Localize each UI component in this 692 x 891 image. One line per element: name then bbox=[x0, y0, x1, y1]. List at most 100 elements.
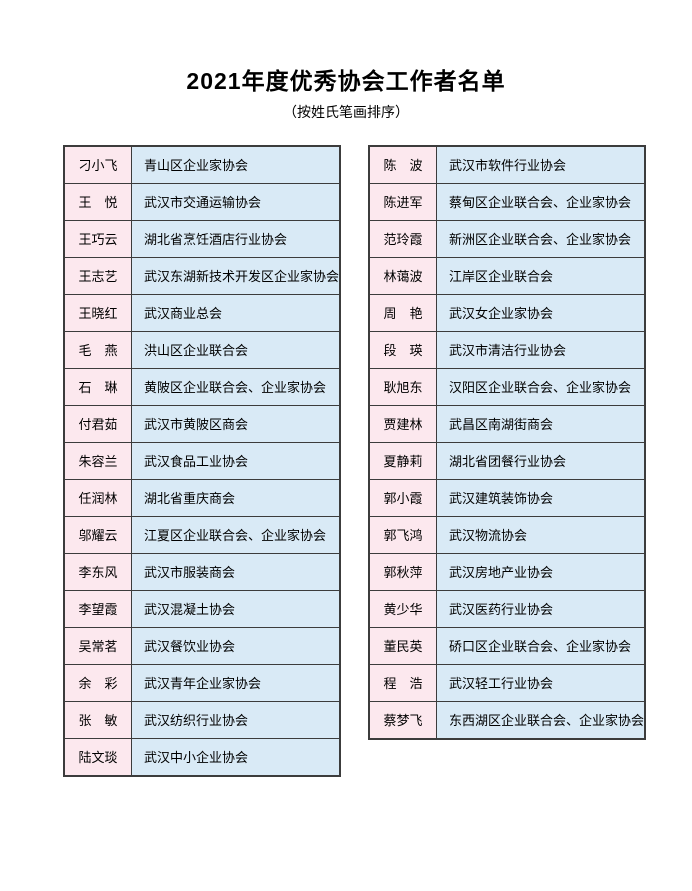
association-name: 武汉女企业家协会 bbox=[436, 294, 646, 332]
association-name: 武昌区南湖街商会 bbox=[436, 405, 646, 443]
table-row: 付君茹 武汉市黄陂区商会 bbox=[63, 405, 341, 443]
worker-name: 陈进军 bbox=[368, 183, 437, 221]
table-row: 王晓红 武汉商业总会 bbox=[63, 294, 341, 332]
association-name: 硚口区企业联合会、企业家协会 bbox=[436, 627, 646, 665]
association-name: 武汉食品工业协会 bbox=[131, 442, 341, 480]
worker-name: 刁小飞 bbox=[63, 145, 132, 184]
worker-name: 贾建林 bbox=[368, 405, 437, 443]
association-name: 武汉青年企业家协会 bbox=[131, 664, 341, 702]
association-name: 武汉轻工行业协会 bbox=[436, 664, 646, 702]
worker-name: 蔡梦飞 bbox=[368, 701, 437, 740]
roster-table-left: 刁小飞 青山区企业家协会王 悦武汉市交通运输协会 王巧云 湖北省烹饪酒店行业协会 王志艺… bbox=[63, 145, 342, 777]
worker-name: 邬耀云 bbox=[63, 516, 132, 554]
association-name: 武汉医药行业协会 bbox=[436, 590, 646, 628]
table-row: 李东风 武汉市服装商会 bbox=[63, 553, 341, 591]
table-row: 任润林 湖北省重庆商会 bbox=[63, 479, 341, 517]
table-row: 黄少华 武汉医药行业协会 bbox=[368, 590, 646, 628]
table-row: 周 艳武汉女企业家协会 bbox=[368, 294, 646, 332]
table-row: 郭秋萍 武汉房地产业协会 bbox=[368, 553, 646, 591]
association-name: 武汉建筑装饰协会 bbox=[436, 479, 646, 517]
table-row: 余 彩武汉青年企业家协会 bbox=[63, 664, 341, 702]
table-row: 蔡梦飞 东西湖区企业联合会、企业家协会 bbox=[368, 701, 646, 740]
worker-name: 张 敏 bbox=[63, 701, 132, 739]
worker-name: 李望霞 bbox=[63, 590, 132, 628]
association-name: 武汉东湖新技术开发区企业家协会 bbox=[131, 257, 341, 295]
worker-name: 任润林 bbox=[63, 479, 132, 517]
worker-name: 王晓红 bbox=[63, 294, 132, 332]
worker-name: 黄少华 bbox=[368, 590, 437, 628]
association-name: 武汉市软件行业协会 bbox=[436, 145, 646, 184]
table-row: 程 浩武汉轻工行业协会 bbox=[368, 664, 646, 702]
worker-name: 董民英 bbox=[368, 627, 437, 665]
table-row: 范玲霞 新洲区企业联合会、企业家协会 bbox=[368, 220, 646, 258]
association-name: 青山区企业家协会 bbox=[131, 145, 341, 184]
table-row: 王 悦武汉市交通运输协会 bbox=[63, 183, 341, 221]
worker-name: 郭秋萍 bbox=[368, 553, 437, 591]
association-name: 湖北省团餐行业协会 bbox=[436, 442, 646, 480]
association-name: 湖北省重庆商会 bbox=[131, 479, 341, 517]
table-row: 毛 燕洪山区企业联合会 bbox=[63, 331, 341, 369]
association-name: 武汉餐饮业协会 bbox=[131, 627, 341, 665]
table-row: 刁小飞 青山区企业家协会 bbox=[63, 145, 341, 184]
association-name: 江岸区企业联合会 bbox=[436, 257, 646, 295]
worker-name: 王志艺 bbox=[63, 257, 132, 295]
association-name: 黄陂区企业联合会、企业家协会 bbox=[131, 368, 341, 406]
worker-name: 王 悦 bbox=[63, 183, 132, 221]
table-row: 陈 波武汉市软件行业协会 bbox=[368, 145, 646, 184]
worker-name: 余 彩 bbox=[63, 664, 132, 702]
association-name: 武汉房地产业协会 bbox=[436, 553, 646, 591]
table-row: 林蔼波 江岸区企业联合会 bbox=[368, 257, 646, 295]
association-name: 武汉市服装商会 bbox=[131, 553, 341, 591]
worker-name: 陈 波 bbox=[368, 145, 437, 184]
association-name: 武汉商业总会 bbox=[131, 294, 341, 332]
worker-name: 毛 燕 bbox=[63, 331, 132, 369]
association-name: 武汉市清洁行业协会 bbox=[436, 331, 646, 369]
association-name: 武汉纺织行业协会 bbox=[131, 701, 341, 739]
association-name: 新洲区企业联合会、企业家协会 bbox=[436, 220, 646, 258]
table-row: 朱容兰 武汉食品工业协会 bbox=[63, 442, 341, 480]
table-row: 陈进军 蔡甸区企业联合会、企业家协会 bbox=[368, 183, 646, 221]
table-row: 张 敏武汉纺织行业协会 bbox=[63, 701, 341, 739]
association-name: 东西湖区企业联合会、企业家协会 bbox=[436, 701, 646, 740]
association-name: 武汉市黄陂区商会 bbox=[131, 405, 341, 443]
association-name: 武汉物流协会 bbox=[436, 516, 646, 554]
table-row: 段 瑛武汉市清洁行业协会 bbox=[368, 331, 646, 369]
worker-name: 周 艳 bbox=[368, 294, 437, 332]
worker-name: 朱容兰 bbox=[63, 442, 132, 480]
worker-name: 郭飞鸿 bbox=[368, 516, 437, 554]
association-name: 武汉混凝土协会 bbox=[131, 590, 341, 628]
table-row: 陆文琰 武汉中小企业协会 bbox=[63, 738, 341, 777]
worker-name: 王巧云 bbox=[63, 220, 132, 258]
association-name: 武汉中小企业协会 bbox=[131, 738, 341, 777]
table-row: 王志艺 武汉东湖新技术开发区企业家协会 bbox=[63, 257, 341, 295]
table-row: 董民英 硚口区企业联合会、企业家协会 bbox=[368, 627, 646, 665]
worker-name: 程 浩 bbox=[368, 664, 437, 702]
worker-name: 夏静莉 bbox=[368, 442, 437, 480]
worker-name: 范玲霞 bbox=[368, 220, 437, 258]
worker-name: 石 琳 bbox=[63, 368, 132, 406]
page-title: 2021年度优秀协会工作者名单 bbox=[186, 68, 506, 94]
table-row: 石 琳黄陂区企业联合会、企业家协会 bbox=[63, 368, 341, 406]
roster-table-right: 陈 波武汉市软件行业协会 陈进军 蔡甸区企业联合会、企业家协会 范玲霞 新洲区企业联合会… bbox=[368, 145, 647, 740]
association-name: 武汉市交通运输协会 bbox=[131, 183, 341, 221]
table-row: 王巧云 湖北省烹饪酒店行业协会 bbox=[63, 220, 341, 258]
table-row: 郭小霞 武汉建筑装饰协会 bbox=[368, 479, 646, 517]
worker-name: 耿旭东 bbox=[368, 368, 437, 406]
worker-name: 段 瑛 bbox=[368, 331, 437, 369]
worker-name: 陆文琰 bbox=[63, 738, 132, 777]
worker-name: 李东风 bbox=[63, 553, 132, 591]
table-row: 李望霞 武汉混凝土协会 bbox=[63, 590, 341, 628]
worker-name: 吴常茗 bbox=[63, 627, 132, 665]
worker-name: 林蔼波 bbox=[368, 257, 437, 295]
association-name: 汉阳区企业联合会、企业家协会 bbox=[436, 368, 646, 406]
page-subtitle: （按姓氏笔画排序） bbox=[283, 104, 409, 120]
table-row: 邬耀云 江夏区企业联合会、企业家协会 bbox=[63, 516, 341, 554]
worker-name: 付君茹 bbox=[63, 405, 132, 443]
table-row: 耿旭东 汉阳区企业联合会、企业家协会 bbox=[368, 368, 646, 406]
association-name: 湖北省烹饪酒店行业协会 bbox=[131, 220, 341, 258]
worker-name: 郭小霞 bbox=[368, 479, 437, 517]
association-name: 洪山区企业联合会 bbox=[131, 331, 341, 369]
association-name: 江夏区企业联合会、企业家协会 bbox=[131, 516, 341, 554]
table-row: 吴常茗 武汉餐饮业协会 bbox=[63, 627, 341, 665]
